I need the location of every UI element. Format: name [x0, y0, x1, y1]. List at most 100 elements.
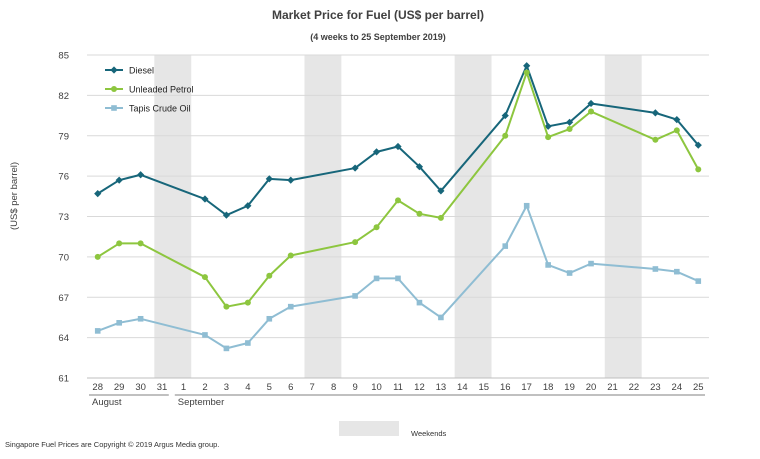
data-point	[223, 345, 230, 352]
data-point	[137, 240, 144, 247]
x-tick-label: 16	[500, 382, 511, 393]
x-tick-label: 30	[135, 382, 146, 393]
x-tick-label: 10	[371, 382, 382, 393]
x-tick-label: 19	[564, 382, 575, 393]
data-point	[352, 239, 359, 246]
weekends-legend-label: Weekends	[411, 429, 447, 438]
data-point	[652, 266, 659, 272]
data-point	[266, 315, 273, 322]
data-point	[111, 105, 117, 111]
data-point	[110, 66, 118, 74]
y-tick-label: 64	[58, 333, 69, 344]
data-point	[695, 278, 702, 284]
data-point	[352, 293, 358, 299]
x-tick-label: 14	[457, 382, 468, 393]
series-diesel	[94, 62, 702, 219]
x-tick-label: 6	[288, 382, 293, 393]
data-point	[523, 202, 530, 209]
data-point	[94, 190, 102, 198]
data-point	[651, 109, 659, 117]
data-point	[437, 187, 445, 195]
x-tick-label: 5	[267, 382, 272, 393]
data-point	[201, 195, 209, 203]
x-tick-label: 15	[479, 382, 490, 393]
data-point	[566, 126, 573, 133]
y-tick-label: 76	[58, 172, 69, 183]
series	[94, 62, 702, 352]
chart-title: Market Price for Fuel (US$ per barrel)	[272, 8, 484, 22]
y-tick-label: 85	[58, 51, 69, 62]
legend: Diesel Unleaded Petrol Tapis Crude Oil	[105, 66, 194, 114]
data-point	[244, 299, 251, 306]
x-tick-label: 12	[414, 382, 425, 393]
x-tick-label: 18	[543, 382, 554, 393]
data-point	[545, 134, 552, 141]
x-tick-label: 2	[202, 382, 207, 393]
data-point	[94, 328, 101, 334]
data-point	[223, 303, 230, 310]
y-tick-label: 67	[58, 293, 69, 304]
data-point	[587, 99, 595, 108]
data-point	[373, 275, 380, 282]
data-point	[245, 340, 251, 346]
data-point	[694, 141, 702, 149]
data-point	[588, 260, 594, 267]
data-point	[566, 270, 573, 276]
y-tick-label: 82	[58, 91, 69, 102]
data-point	[673, 127, 680, 134]
data-point	[137, 171, 145, 179]
data-point	[588, 108, 595, 115]
data-point	[395, 197, 401, 204]
data-point	[351, 164, 359, 172]
data-point	[222, 211, 231, 219]
legend-item: Unleaded Petrol	[105, 85, 194, 95]
legend-item: Tapis Crude Oil	[105, 104, 191, 114]
data-point	[137, 315, 144, 322]
data-point	[266, 272, 273, 279]
data-point	[115, 176, 123, 184]
data-point	[116, 320, 122, 326]
x-axis: 28 29 30 31 1 2 3 4 5 6 7 8 9 10 11 12 13 14 15 16 17 18 19 20 2…	[87, 377, 709, 408]
legend-label: Unleaded Petrol	[129, 85, 194, 95]
data-point	[502, 132, 509, 139]
data-point	[673, 116, 681, 124]
data-point	[116, 240, 123, 247]
y-axis-ticks: 61 64 67 70 73 76 79 82 85	[58, 51, 69, 385]
chart-subtitle: (4 weeks to 25 September 2019)	[310, 32, 446, 42]
data-point	[437, 214, 444, 221]
data-point	[287, 176, 295, 184]
data-point	[416, 210, 423, 217]
legend-label: Diesel	[129, 66, 154, 76]
series-unleaded-petrol	[94, 69, 702, 310]
x-tick-label: 17	[521, 382, 532, 393]
series-tapis-crude-oil	[94, 202, 702, 352]
copyright-note: Singapore Fuel Prices are Copyright © 20…	[5, 440, 219, 449]
y-tick-label: 79	[58, 131, 69, 142]
data-point	[523, 62, 531, 70]
data-point	[415, 163, 424, 171]
x-tick-label: 21	[607, 382, 618, 393]
data-point	[287, 303, 294, 310]
y-tick-label: 70	[58, 252, 69, 263]
weekends-legend-swatch	[339, 421, 399, 436]
x-tick-label: 20	[586, 382, 597, 393]
legend-item: Diesel	[105, 66, 154, 76]
data-point	[287, 252, 294, 259]
data-point	[202, 332, 208, 338]
x-tick-label: 7	[310, 382, 315, 393]
data-point	[544, 122, 552, 130]
x-tick-label: 28	[92, 382, 103, 393]
x-tick-label: 22	[629, 382, 640, 393]
data-point	[395, 275, 401, 282]
data-point	[94, 253, 101, 260]
data-point	[438, 314, 444, 321]
month-label: August	[92, 397, 122, 408]
data-point	[652, 136, 659, 143]
x-tick-label: 11	[393, 382, 403, 393]
data-point	[695, 166, 702, 173]
x-tick-label: 31	[157, 382, 168, 393]
x-tick-label: 8	[331, 382, 336, 393]
x-tick-label: 23	[650, 382, 661, 393]
x-tick-label: 3	[224, 382, 229, 393]
